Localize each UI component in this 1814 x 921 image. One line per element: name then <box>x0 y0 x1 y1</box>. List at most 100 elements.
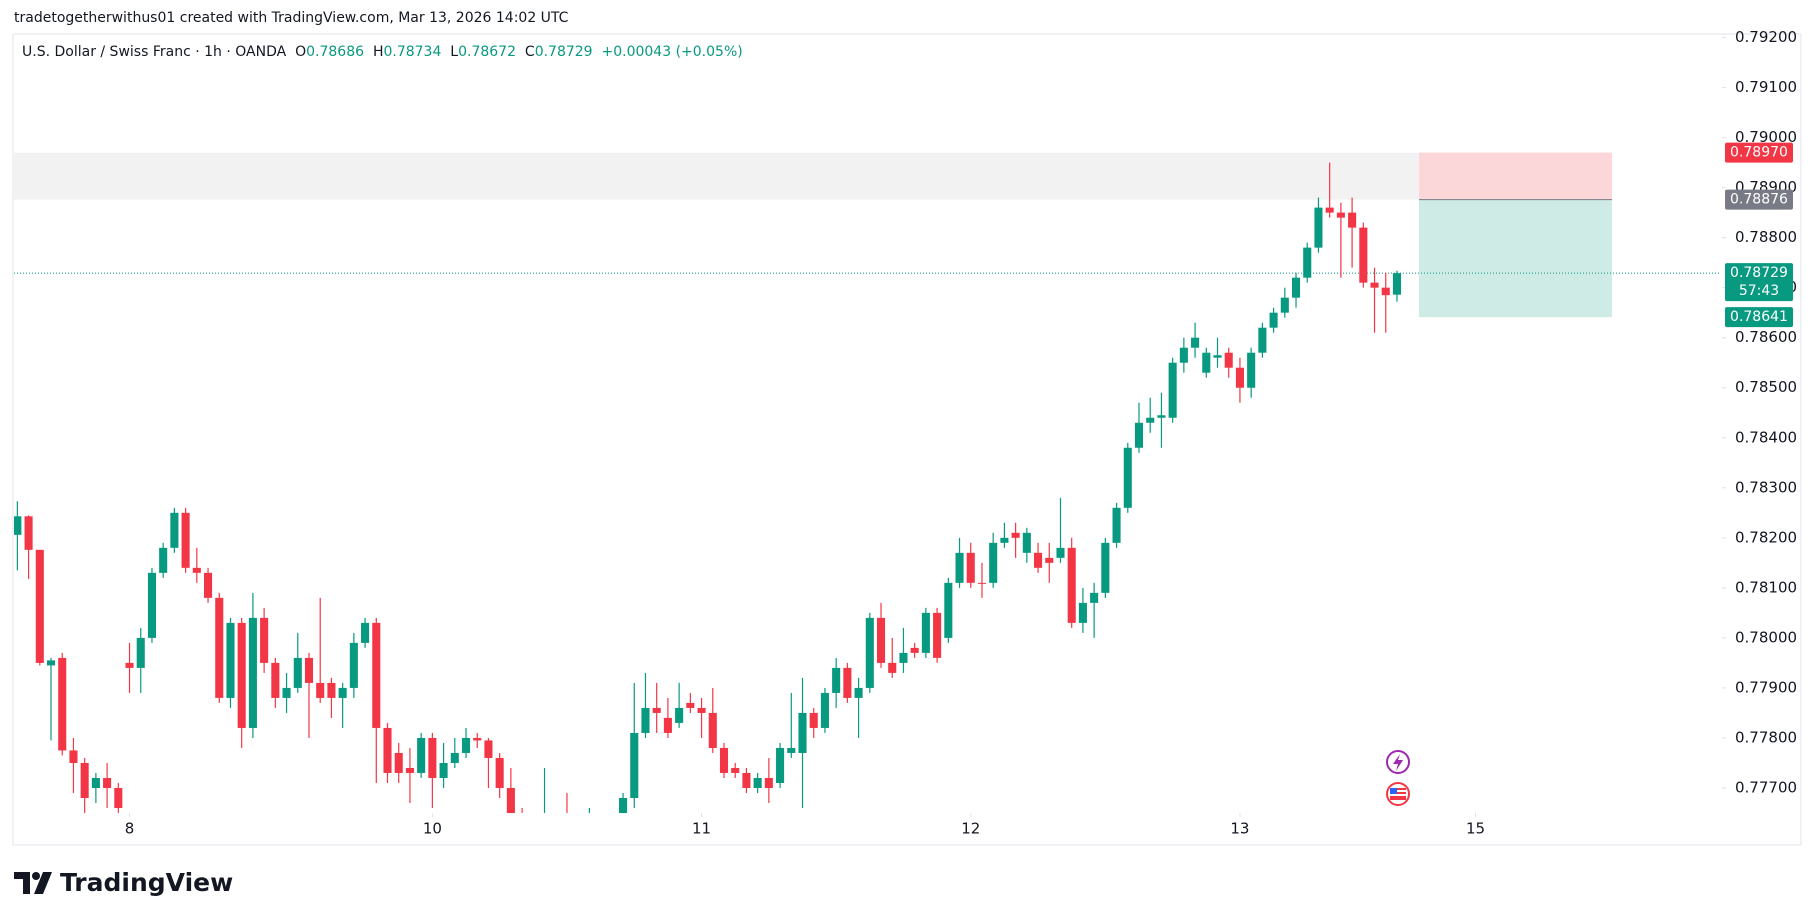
candle-body <box>719 747 729 773</box>
candle-body <box>1348 212 1357 228</box>
event-icon[interactable] <box>1386 750 1410 774</box>
candle-body <box>630 732 639 798</box>
candle-body <box>933 612 942 658</box>
legend-value: 0.78729 <box>534 44 593 60</box>
y-tick-label: 0.79100 <box>1735 78 1797 96</box>
candle-body <box>1101 542 1110 593</box>
candle-body <box>80 762 89 798</box>
target-price-label: 0.78641 <box>1730 309 1788 325</box>
economic-event-icon[interactable] <box>1386 782 1410 806</box>
candle-body <box>540 818 548 833</box>
candle-body <box>1134 422 1144 448</box>
y-tick-label: 0.78600 <box>1735 328 1797 346</box>
target-price-box <box>1725 307 1793 328</box>
price-axis: 0.77700 0.77800 0.77900 0.78000 0.78100 0.782… <box>125 28 1797 837</box>
candle-body <box>260 617 269 663</box>
candle-body <box>787 747 796 753</box>
last-price-box <box>1725 263 1793 302</box>
candle-body <box>506 787 515 813</box>
candle-body <box>697 707 706 713</box>
candle-body <box>1269 312 1278 328</box>
candle-body <box>921 612 930 653</box>
candle-body <box>1168 362 1177 418</box>
candle-body <box>1157 415 1166 418</box>
candle-body <box>1123 447 1132 508</box>
candle-body <box>147 572 156 638</box>
candle-body <box>1179 347 1188 363</box>
candle-body <box>14 516 22 535</box>
last-price-label: 0.78729 <box>1730 265 1788 281</box>
candle-body <box>977 582 987 584</box>
candle-body <box>776 747 785 783</box>
candle-body <box>798 712 807 753</box>
y-tick-label: 0.78400 <box>1735 428 1797 446</box>
candle-body <box>473 737 482 741</box>
candle-body <box>69 750 78 763</box>
candle-body <box>271 662 280 698</box>
legend-value: 0.78686 <box>306 44 365 60</box>
symbol: U.S. Dollar / Swiss Franc · 1h · OANDA <box>22 44 287 60</box>
entry-price-label: 0.78876 <box>1730 192 1788 208</box>
candle-body <box>888 662 897 673</box>
candle-body <box>809 712 818 728</box>
candle-body <box>585 828 593 838</box>
candle-body <box>103 777 112 788</box>
x-tick-label: 10 <box>423 820 442 838</box>
x-tick-label: 13 <box>1230 820 1249 838</box>
candle-body <box>428 737 437 778</box>
legend-value: 0.78672 <box>458 44 516 60</box>
candle-body <box>944 582 953 638</box>
candle-body <box>125 662 134 668</box>
candle-body <box>1392 273 1402 295</box>
candle-body <box>989 542 998 583</box>
target-zone <box>1419 199 1612 318</box>
candle-body <box>1022 532 1031 553</box>
candle-body <box>865 617 874 688</box>
candle-body <box>248 617 257 728</box>
tradingview-logo: TradingView <box>14 868 233 897</box>
candle-body <box>1191 337 1200 348</box>
brand: TradingView <box>60 868 233 897</box>
y-tick-label: 0.79000 <box>1735 128 1797 146</box>
candle-body <box>1078 602 1087 623</box>
y-tick-label: 0.78200 <box>1735 528 1797 546</box>
candle-body <box>484 740 493 758</box>
y-tick-label: 0.78800 <box>1735 228 1797 246</box>
candle-body <box>405 767 414 773</box>
candle-body <box>282 687 291 698</box>
candle-body <box>1314 207 1323 248</box>
candle-body <box>91 777 100 788</box>
candle-body <box>1291 277 1301 298</box>
legend-change: +0.00043 <box>601 44 672 60</box>
candle-body <box>1280 297 1289 313</box>
candle-body <box>192 567 201 573</box>
legend-change-pct: (+0.05%) <box>675 44 743 60</box>
candle-body <box>1359 227 1368 283</box>
candle-body <box>764 777 773 788</box>
candle-body <box>417 737 426 773</box>
candle-body <box>820 692 829 728</box>
candle-body <box>910 647 919 653</box>
candle-body <box>1336 212 1345 218</box>
entry-price-box <box>1725 189 1793 210</box>
candle-body <box>1213 355 1222 358</box>
candle-body <box>114 787 123 808</box>
stop-zone <box>1419 152 1612 200</box>
candle-body <box>170 512 179 548</box>
attribution: tradetogetherwithus01 created with Tradi… <box>14 10 569 26</box>
candle-body <box>1247 352 1256 388</box>
legend: U.S. Dollar / Swiss Franc · 1h · OANDA O… <box>22 44 743 60</box>
candle-body <box>394 752 403 773</box>
candle-body <box>619 797 628 813</box>
y-tick-label: 0.77900 <box>1735 678 1797 696</box>
candle-body <box>1381 287 1390 296</box>
candle-body <box>652 707 661 713</box>
candle-body <box>708 712 717 748</box>
candle-body <box>608 818 616 823</box>
candle-body <box>742 772 751 788</box>
candle-body <box>361 622 370 643</box>
x-tick-label: 11 <box>692 820 711 838</box>
y-tick-label: 0.78300 <box>1735 478 1797 496</box>
candle-body <box>24 516 33 550</box>
